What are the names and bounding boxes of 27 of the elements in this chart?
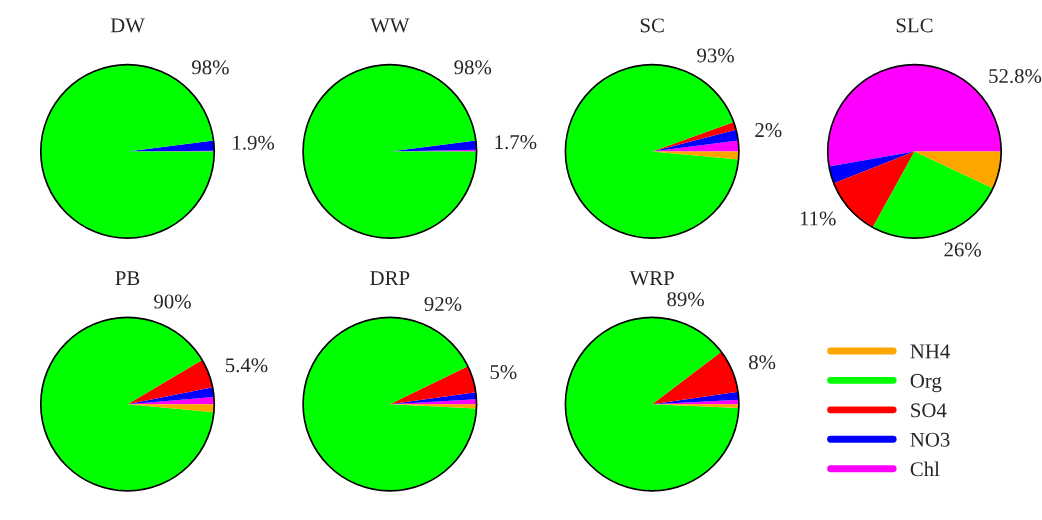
data-label: 8% <box>749 355 776 370</box>
data-label: 11% <box>800 211 836 226</box>
legend-label: Org <box>910 373 942 393</box>
legend-label: SO4 <box>911 403 947 418</box>
data-label: 89% <box>667 292 704 307</box>
chart-title: WRP <box>629 271 674 286</box>
data-label: 5% <box>490 365 517 380</box>
chart-title: PB <box>115 271 140 285</box>
data-label: 93% <box>697 48 734 63</box>
chart-title: SLC <box>896 18 933 33</box>
data-label: 1.7% <box>495 135 537 150</box>
chart-title: DW <box>110 18 145 33</box>
data-label: 26% <box>944 242 981 257</box>
data-label: 1.9% <box>233 135 275 150</box>
legend-label: NO3 <box>910 432 950 447</box>
data-label: 52.8% <box>989 68 1042 84</box>
data-label: 98% <box>454 60 492 75</box>
data-label: 92% <box>424 296 462 312</box>
data-label: 98% <box>192 60 229 75</box>
chart-title: SC <box>640 18 664 33</box>
data-label: 5.4% <box>225 358 268 373</box>
data-label: 2% <box>755 123 782 138</box>
legend-label: NH4 <box>910 344 950 359</box>
chart-title: DRP <box>370 271 410 285</box>
legend-label: Chl <box>910 461 940 477</box>
data-label: 90% <box>154 294 191 309</box>
chart-title: WW <box>370 18 410 33</box>
